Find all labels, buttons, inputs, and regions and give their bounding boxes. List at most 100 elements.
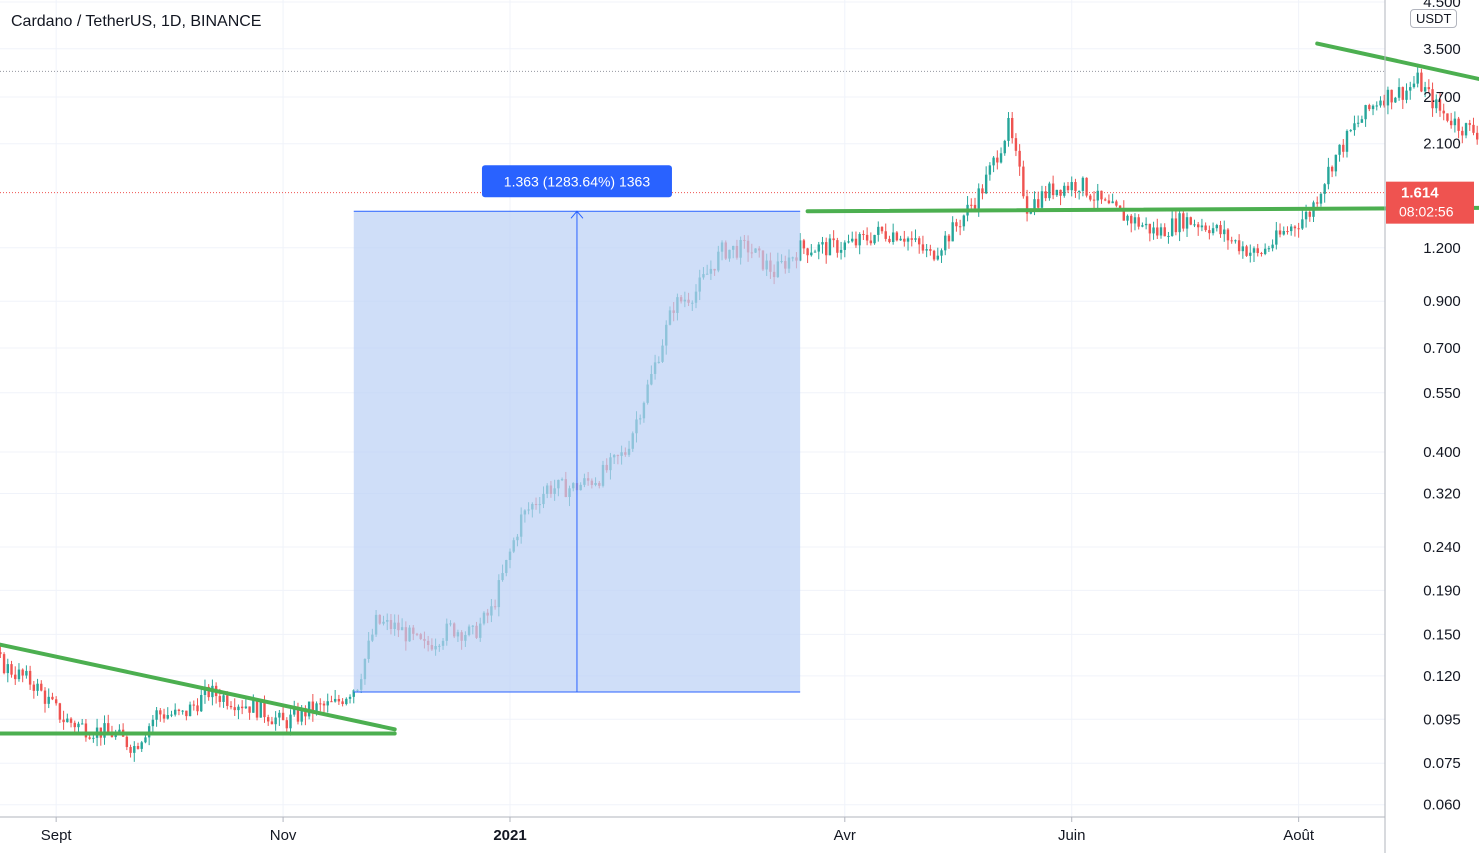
candle-body (1438, 99, 1442, 111)
candle-body (296, 708, 300, 722)
candle-body (1353, 123, 1356, 131)
candle-body (222, 695, 225, 702)
candle-body (88, 737, 91, 739)
candle-body (1308, 211, 1311, 217)
candle-body (1349, 130, 1352, 132)
candle-body (1364, 105, 1367, 120)
candle-body (992, 157, 995, 166)
currency-unit-badge[interactable]: USDT (1410, 9, 1458, 28)
candle-body (1431, 89, 1434, 109)
candle-body (1379, 100, 1382, 106)
candle-body (1375, 105, 1378, 107)
candle-body (32, 684, 36, 691)
price-tick-label: 3.500 (1423, 41, 1461, 58)
candle-body (1107, 200, 1111, 204)
candle-body (1472, 124, 1475, 133)
candle-body (1174, 218, 1178, 233)
chart-title: Cardano / TetherUS, 1D, BINANCE (11, 13, 262, 30)
candle-body (877, 226, 880, 235)
candle-body (348, 696, 352, 699)
candle-body (278, 712, 281, 718)
trend-line-resistance-2021 (1315, 41, 1479, 82)
candle-body (1189, 217, 1192, 225)
candle-body (1457, 118, 1460, 131)
candle-body (1022, 166, 1025, 197)
candle-body (1193, 224, 1196, 226)
candle-body (252, 700, 255, 713)
candle-body (1037, 199, 1040, 208)
time-axis[interactable]: MaiJuillSeptNov2021AvrJuinAoûtOct2022Avr (0, 816, 1479, 844)
candle-body (1237, 240, 1241, 252)
candle-body (25, 670, 28, 676)
candle-body (1234, 240, 1237, 242)
candle-body (73, 722, 76, 728)
candle-body (1449, 120, 1453, 126)
candle-body (1327, 166, 1330, 185)
candle-body (1085, 177, 1088, 196)
candle-body (918, 238, 921, 245)
price-tick-label: 2.100 (1423, 136, 1461, 153)
candle-body (21, 669, 24, 676)
time-tick-label: Sept (41, 827, 73, 844)
candle-body (341, 701, 344, 705)
candle-body (185, 710, 188, 717)
candle-body (155, 710, 158, 720)
candle-body (1115, 201, 1118, 206)
candle-body (1297, 228, 1300, 230)
candle-body (1319, 193, 1323, 204)
candle-body (162, 714, 166, 719)
candle-body (1278, 230, 1282, 235)
candle-body (1397, 87, 1401, 98)
candle-body (166, 715, 169, 719)
candle-body (828, 238, 832, 256)
candle-body (1137, 217, 1140, 227)
candle-body (1126, 215, 1129, 221)
candle-body (1427, 87, 1431, 90)
candle-body (929, 249, 932, 251)
candle-body (226, 695, 229, 706)
candle-body (200, 694, 203, 712)
candle-body (81, 723, 84, 725)
candle-body (839, 249, 843, 253)
candle-body (1390, 89, 1393, 103)
candle-body (1301, 219, 1304, 229)
candle-body (1003, 140, 1006, 154)
current-price-tag (1386, 181, 1474, 224)
candle-body (1271, 244, 1274, 249)
price-tick-label: 0.700 (1423, 340, 1461, 357)
candle-body (159, 710, 162, 715)
candle-body (817, 244, 820, 252)
candle-body (304, 708, 307, 717)
candle-body (322, 703, 326, 706)
candle-body (1330, 166, 1334, 172)
candle-body (813, 251, 817, 253)
candle-body (1219, 225, 1222, 235)
candle-body (1156, 227, 1159, 236)
candle-body (1118, 205, 1122, 209)
candle-body (973, 204, 977, 209)
candle-body (1055, 189, 1059, 196)
candle-body (899, 238, 902, 241)
candle-body (1230, 240, 1233, 242)
candle-body (1356, 122, 1360, 124)
candle-body (293, 708, 296, 715)
candle-body (903, 238, 906, 242)
candle-body (1371, 105, 1375, 110)
price-tick-label: 0.320 (1423, 485, 1461, 502)
candle-body (281, 712, 285, 721)
candle-body (54, 699, 58, 704)
candle-body (1386, 89, 1390, 106)
candle-body (1029, 211, 1032, 214)
candle-body (270, 721, 274, 725)
candle-body (28, 670, 32, 685)
candle-body (1338, 144, 1341, 155)
candle-body (888, 238, 891, 243)
candle-body (1405, 90, 1408, 100)
candle-body (218, 696, 222, 702)
candle-body (1144, 223, 1148, 226)
candle-body (289, 714, 292, 729)
candle-body (1409, 87, 1412, 91)
price-axis[interactable]: 4.500 3.500 2.700 2.100 1.200 0.900 0.700 0.550… (1384, 0, 1474, 853)
